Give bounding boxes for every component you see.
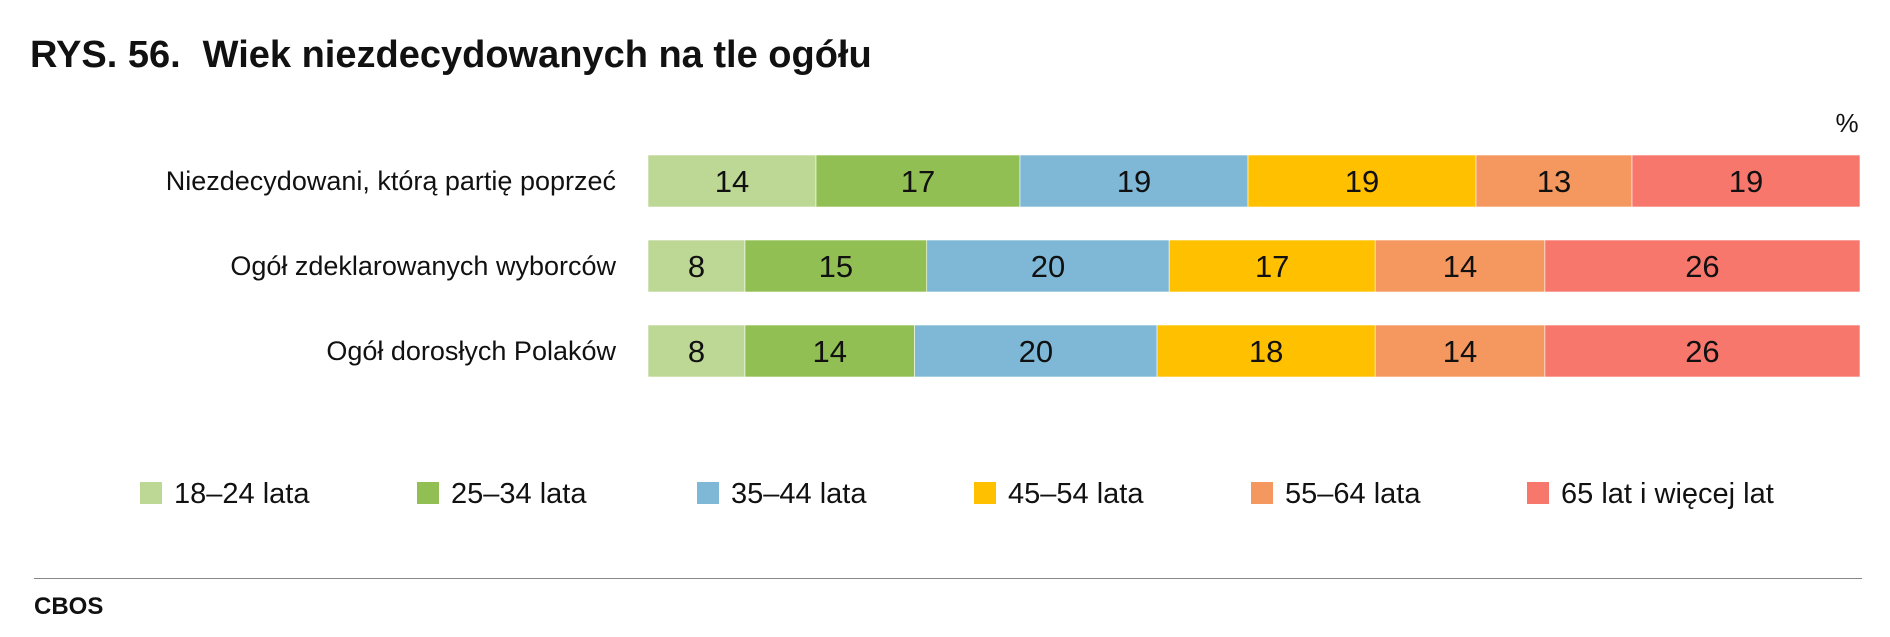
legend-label: 35–44 lata (731, 478, 867, 510)
data-label: 26 (1685, 249, 1719, 284)
legend-swatch (417, 482, 439, 504)
legend-label: 55–64 lata (1285, 478, 1421, 510)
legend-swatch (974, 482, 996, 504)
data-label: 14 (813, 334, 847, 369)
legend-swatch (1527, 482, 1549, 504)
data-label: 18 (1249, 334, 1283, 369)
legend-label: 25–34 lata (451, 478, 587, 510)
bar-segment (1247, 154, 1477, 208)
data-label: 15 (819, 249, 853, 284)
category-label: Ogół zdeklarowanych wyborców (230, 251, 616, 281)
bar-segment (926, 239, 1170, 293)
bar-segment (1475, 154, 1633, 208)
data-label: 26 (1685, 334, 1719, 369)
category-label: Niezdecydowani, którą partię poprzeć (166, 166, 616, 196)
data-label: 17 (901, 164, 935, 199)
data-label: 17 (1255, 249, 1289, 284)
bar-segment (1019, 154, 1249, 208)
source-label: CBOS (34, 593, 104, 620)
data-label: 8 (688, 334, 705, 369)
data-label: 19 (1729, 164, 1763, 199)
legend-label: 45–54 lata (1008, 478, 1144, 510)
data-label: 14 (1443, 249, 1477, 284)
data-label: 13 (1537, 164, 1571, 199)
legend-label: 65 lat i więcej lat (1561, 478, 1774, 510)
unit-label: % (1835, 108, 1858, 138)
bar-segment (1168, 239, 1376, 293)
footer-divider (34, 578, 1862, 579)
bar-segment (1544, 324, 1861, 378)
legend-swatch (140, 482, 162, 504)
data-label: 20 (1031, 249, 1065, 284)
data-label: 19 (1117, 164, 1151, 199)
legend-label: 18–24 lata (174, 478, 310, 510)
bar-segment (647, 324, 746, 378)
data-label: 20 (1019, 334, 1053, 369)
data-label: 19 (1345, 164, 1379, 199)
data-label: 14 (1443, 334, 1477, 369)
bar-segment (744, 239, 928, 293)
bar-segment (1544, 239, 1861, 293)
figure-number: RYS. 56. (30, 34, 181, 76)
chart-title: RYS. 56. Wiek niezdecydowanych na tle ogó… (30, 34, 894, 77)
data-label: 8 (688, 249, 705, 284)
bar-segment (1374, 239, 1546, 293)
legend-swatch (697, 482, 719, 504)
bar-segment (914, 324, 1158, 378)
figure-title: Wiek niezdecydowanych na tle ogółu (202, 34, 872, 76)
bar-segment (744, 324, 915, 378)
data-label: 14 (715, 164, 749, 199)
bar-segment (1631, 154, 1861, 208)
legend-swatch (1251, 482, 1273, 504)
category-label: Ogół dorosłych Polaków (326, 336, 616, 366)
bar-segment (1156, 324, 1376, 378)
bar-segment (1374, 324, 1546, 378)
